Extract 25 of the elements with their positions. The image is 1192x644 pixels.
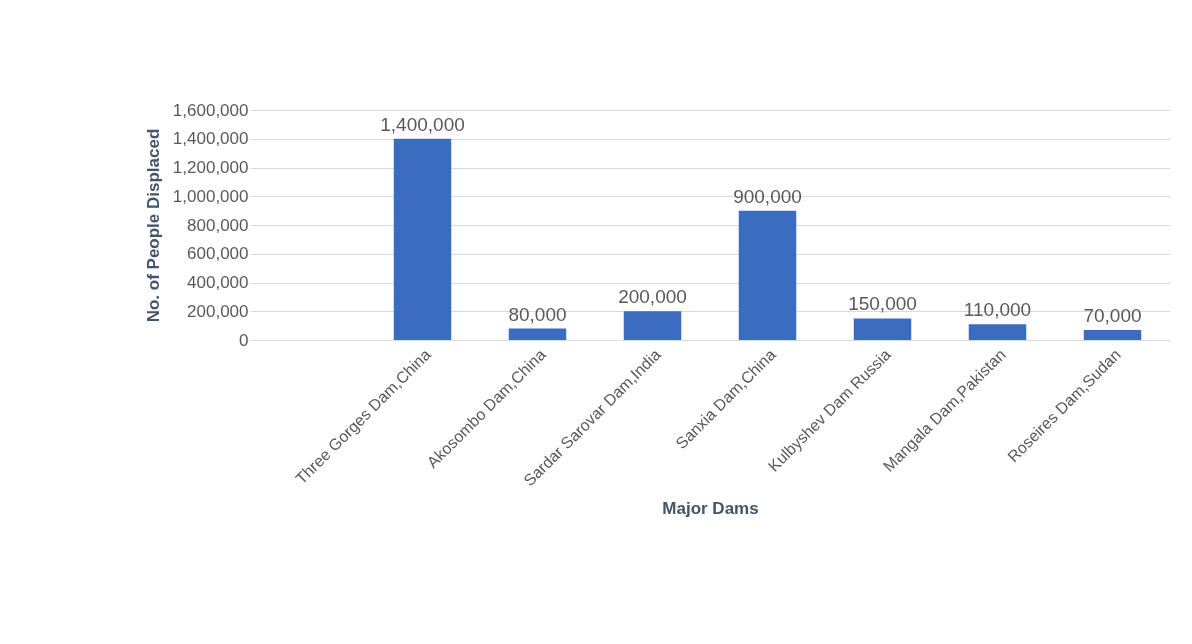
y-tick-label: 1,200,000 [172,158,249,177]
data-label: 80,000 [508,303,567,325]
bar [738,210,797,340]
data-label: 200,000 [618,286,687,308]
bar [623,311,682,340]
y-tick-label: 400,000 [187,273,249,292]
bar [508,328,567,340]
data-label: 70,000 [1083,304,1142,326]
data-label: 900,000 [733,185,802,207]
y-tick-label: 1,400,000 [172,129,249,149]
data-label: 110,000 [963,299,1032,321]
data-label: 150,000 [848,293,917,315]
bar [1083,329,1142,340]
y-tick-label: 0 [239,330,249,350]
y-axis-title: No. of People Displaced [143,128,163,323]
y-tick-label: 600,000 [187,244,249,264]
x-axis-title: Major Dams [662,499,759,519]
data-label: 1,400,000 [380,113,465,135]
bar [968,324,1027,340]
y-tick-label: 800,000 [187,215,249,235]
y-tick-label: 1,000,000 [172,186,249,206]
bar [393,138,452,340]
bar [853,318,912,340]
y-tick-label: 200,000 [187,301,249,321]
y-tick-label: 1,600,000 [172,100,249,120]
